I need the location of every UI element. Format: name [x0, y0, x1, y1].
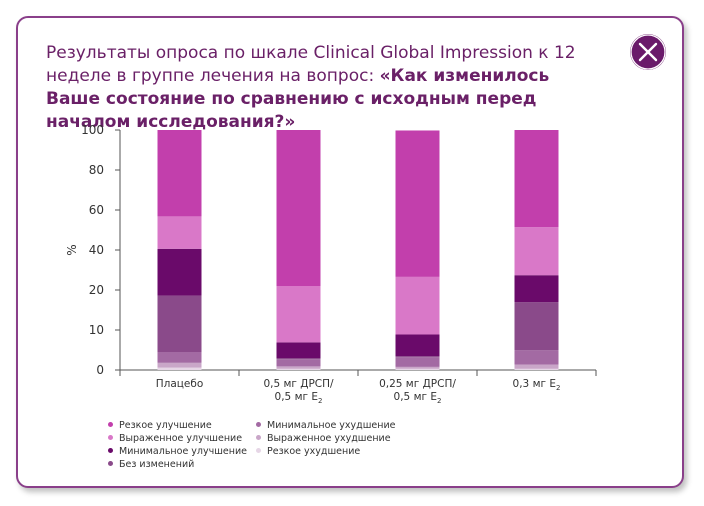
legend-label: Резкое улучшение	[119, 420, 212, 431]
legend-item: Без изменений	[108, 458, 247, 471]
bar-segment	[395, 130, 440, 277]
legend-swatch	[256, 435, 261, 440]
x-tick-label: 0,3 мг E2	[513, 378, 561, 392]
bar-segment	[157, 248, 202, 296]
bar-segment	[514, 275, 559, 303]
bar-segment	[157, 130, 202, 217]
legend-swatch	[256, 422, 261, 427]
x-tick-label: 0,5 мг ДРСП/	[263, 378, 334, 390]
legend-label: Выраженное улучшение	[119, 433, 243, 444]
title-question: «Как изменилось Ваше состояние по сравне…	[46, 66, 550, 132]
bar-segment	[276, 130, 321, 286]
legend-swatch	[256, 448, 261, 453]
bar-segment	[276, 358, 321, 360]
legend-swatch	[108, 422, 113, 427]
x-tick-label: 0,5 мг E2	[275, 391, 323, 405]
bar-segment	[157, 216, 202, 249]
y-tick-label: 10	[89, 323, 104, 337]
legend-label: Без изменений	[119, 459, 195, 470]
bar-segment	[157, 352, 202, 363]
legend-label: Выраженное ухудшение	[267, 433, 391, 444]
bar-segment	[276, 286, 321, 343]
bar-segment	[157, 295, 202, 352]
close-button[interactable]	[630, 34, 666, 70]
bar-segment	[276, 359, 321, 367]
bar-segment	[276, 342, 321, 358]
y-tick-label: 100	[81, 123, 104, 137]
x-tick-label: Плацебо	[156, 378, 204, 390]
legend-item: Выраженное улучшение	[108, 432, 247, 445]
close-icon	[630, 34, 666, 70]
legend-label: Минимальное ухудшение	[267, 420, 396, 431]
bar-segment	[276, 366, 321, 369]
bar-segment	[514, 130, 559, 228]
y-tick-label: 0	[96, 363, 104, 377]
legend-column-2: Минимальное ухудшение Выраженное ухудшени…	[256, 419, 396, 458]
legend-swatch	[108, 461, 113, 466]
y-tick-label: 60	[89, 203, 104, 217]
y-tick-label: 80	[89, 163, 104, 177]
bar-segment	[395, 357, 440, 367]
bar-segment	[157, 367, 202, 370]
dialog-card	[16, 16, 684, 488]
legend-swatch	[108, 435, 113, 440]
y-tick-label: 20	[89, 283, 104, 297]
legend-item: Резкое ухудшение	[256, 445, 396, 458]
legend-swatch	[108, 448, 113, 453]
legend-label: Резкое ухудшение	[267, 446, 361, 457]
bar-segment	[514, 227, 559, 276]
dialog-title: Результаты опроса по шкале Clinical Glob…	[46, 42, 606, 134]
bar-segment	[395, 356, 440, 358]
bar-segment	[514, 364, 559, 369]
legend-label: Минимальное улучшение	[119, 446, 247, 457]
bar-segment	[276, 368, 321, 370]
bar-segment	[514, 368, 559, 370]
x-tick-label: 0,5 мг E2	[394, 391, 442, 405]
x-tick-label: 0,25 мг ДРСП/	[379, 378, 456, 390]
bar-segment	[157, 362, 202, 368]
bar-segment	[395, 334, 440, 357]
legend-item: Выраженное ухудшение	[256, 432, 396, 445]
bar-segment	[395, 276, 440, 335]
y-tick-label: 40	[89, 243, 104, 257]
y-axis-label: %	[65, 244, 79, 255]
bar-segment	[395, 368, 440, 370]
title-intro: Результаты опроса по шкале Clinical Glob…	[46, 43, 576, 86]
legend-item: Минимальное улучшение	[108, 445, 247, 458]
bar-segment	[514, 350, 559, 365]
legend-item: Резкое улучшение	[108, 419, 247, 432]
legend-item: Минимальное ухудшение	[256, 419, 396, 432]
legend-column-1: Резкое улучшение Выраженное улучшение Мини…	[108, 419, 247, 471]
bar-segment	[514, 302, 559, 351]
bar-segment	[395, 366, 440, 369]
